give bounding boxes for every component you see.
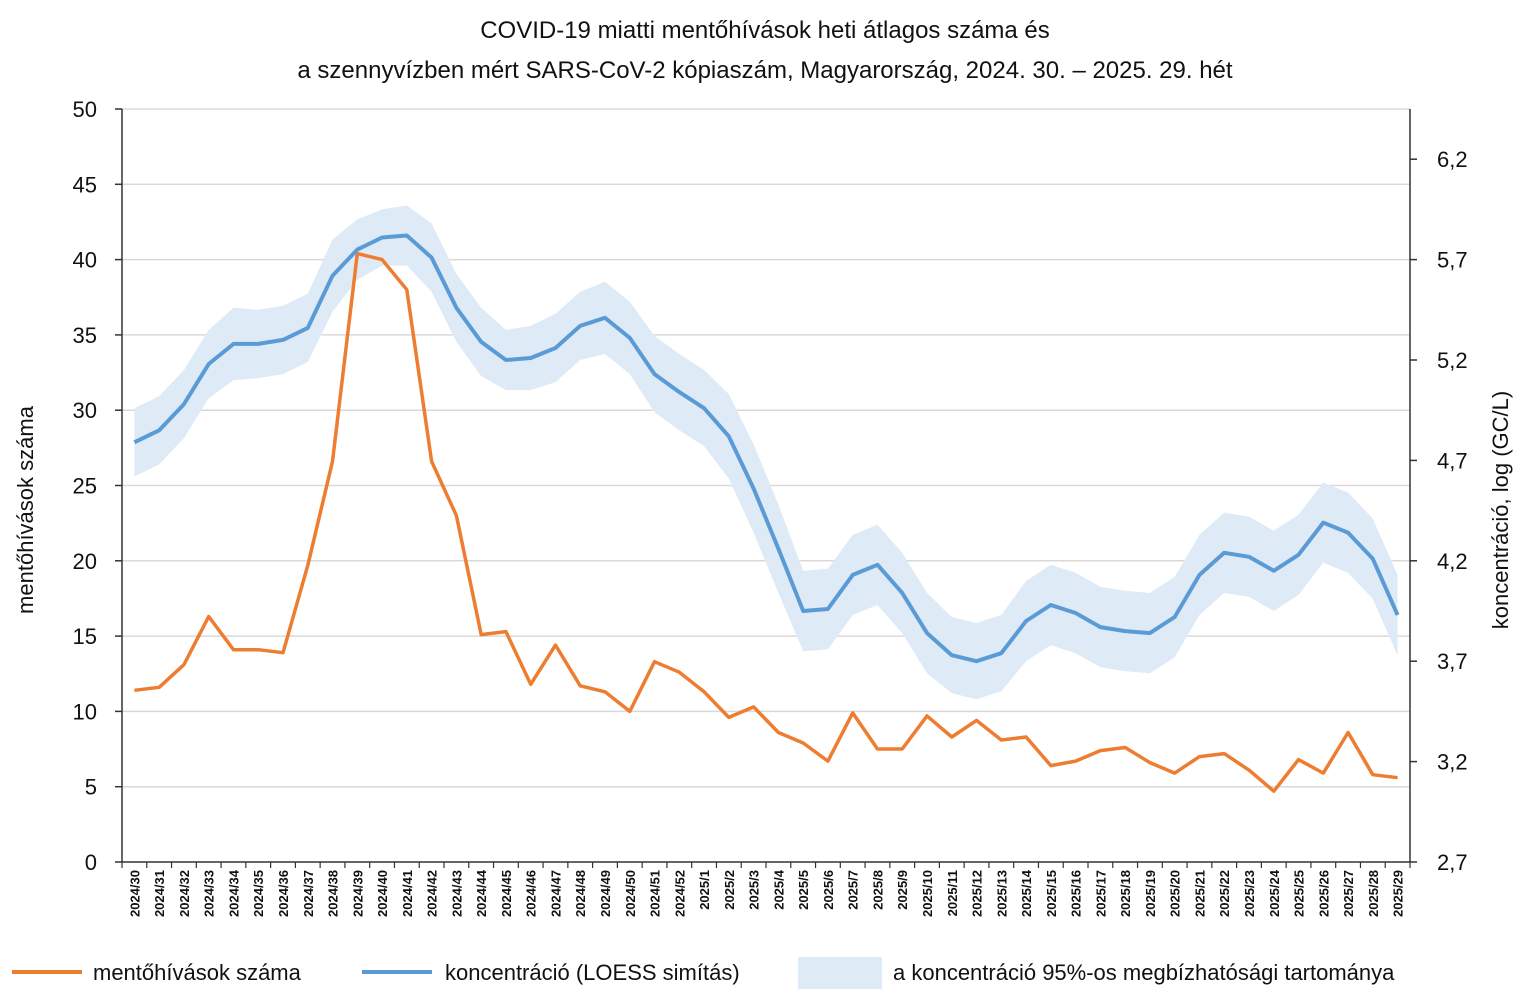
x-tick-label-39: 2025/17 bbox=[1093, 870, 1108, 917]
x-tick-label-20: 2024/50 bbox=[623, 870, 638, 917]
x-tick-label-4: 2024/34 bbox=[227, 869, 242, 917]
x-tick-label-18: 2024/48 bbox=[573, 870, 588, 917]
x-tick-label-21: 2024/51 bbox=[648, 870, 663, 917]
legend-swatch-band bbox=[798, 957, 882, 989]
left-tick-label-1: 5 bbox=[85, 775, 97, 800]
gridlines bbox=[122, 108, 1410, 788]
x-tick-label-7: 2024/37 bbox=[301, 870, 316, 917]
x-tick-label-44: 2025/22 bbox=[1217, 870, 1232, 917]
x-tick-label-25: 2025/3 bbox=[747, 870, 762, 910]
x-tick-label-3: 2024/33 bbox=[202, 870, 217, 917]
confidence-band-group bbox=[134, 205, 1398, 700]
right-tick-label-6: 5,7 bbox=[1437, 248, 1468, 273]
x-axis-ticks: 2024/30 2024/31 2024/32 2024/33 2024/34 2024/… bbox=[121, 862, 1411, 917]
left-tick-label-9: 45 bbox=[73, 172, 97, 197]
right-axis-ticks: 2,7 3,2 3,7 4,2 4,7 5,2 5,7 6,2 bbox=[1410, 147, 1468, 875]
x-tick-label-6: 2024/36 bbox=[276, 870, 291, 917]
x-tick-label-30: 2025/8 bbox=[871, 870, 886, 910]
x-tick-label-29: 2025/7 bbox=[846, 870, 861, 910]
x-tick-label-11: 2024/41 bbox=[400, 870, 415, 917]
right-tick-label-0: 2,7 bbox=[1437, 850, 1468, 875]
x-tick-label-9: 2024/39 bbox=[350, 870, 365, 917]
x-tick-label-43: 2025/21 bbox=[1193, 870, 1208, 917]
x-tick-label-23: 2025/1 bbox=[697, 870, 712, 910]
x-tick-label-27: 2025/5 bbox=[796, 870, 811, 910]
x-tick-label-47: 2025/25 bbox=[1292, 870, 1307, 917]
x-tick-label-48: 2025/26 bbox=[1316, 870, 1331, 917]
x-tick-label-32: 2025/10 bbox=[920, 870, 935, 917]
x-tick-label-19: 2024/49 bbox=[598, 870, 613, 917]
x-tick-label-38: 2025/16 bbox=[1069, 870, 1084, 917]
right-tick-label-3: 4,2 bbox=[1437, 549, 1468, 574]
x-tick-label-14: 2024/44 bbox=[474, 869, 489, 917]
x-tick-label-5: 2024/35 bbox=[251, 870, 266, 917]
confidence-band bbox=[134, 205, 1398, 700]
legend: mentőhívások száma koncentráció (LOESS s… bbox=[12, 957, 1395, 989]
x-tick-label-40: 2025/18 bbox=[1118, 870, 1133, 917]
x-tick-label-41: 2025/19 bbox=[1143, 870, 1158, 917]
legend-label-band: a koncentráció 95%-os megbízhatósági tar… bbox=[893, 960, 1395, 985]
series-lines bbox=[133, 233, 1400, 793]
x-tick-label-28: 2025/6 bbox=[821, 870, 836, 910]
right-axis-title: koncentráció, log (GC/L) bbox=[1488, 391, 1513, 629]
x-tick-label-1: 2024/31 bbox=[152, 870, 167, 917]
right-tick-label-4: 4,7 bbox=[1437, 448, 1468, 473]
left-tick-label-8: 40 bbox=[73, 248, 97, 273]
x-tick-label-34: 2025/12 bbox=[970, 870, 985, 917]
x-tick-label-49: 2025/27 bbox=[1341, 870, 1356, 917]
left-tick-label-10: 50 bbox=[73, 97, 97, 122]
right-tick-label-7: 6,2 bbox=[1437, 147, 1468, 172]
series-line-concentration bbox=[133, 233, 1400, 664]
left-tick-label-2: 10 bbox=[73, 699, 97, 724]
x-tick-label-12: 2024/42 bbox=[425, 870, 440, 917]
left-tick-label-4: 20 bbox=[73, 549, 97, 574]
right-tick-label-1: 3,2 bbox=[1437, 750, 1468, 775]
x-tick-label-2: 2024/32 bbox=[177, 870, 192, 917]
right-tick-label-2: 3,7 bbox=[1437, 649, 1468, 674]
x-tick-label-33: 2025/11 bbox=[945, 870, 960, 916]
left-axis-ticks: 0 5 10 15 20 25 30 35 40 45 50 bbox=[73, 97, 122, 875]
x-tick-label-26: 2025/4 bbox=[771, 869, 786, 910]
x-tick-label-15: 2024/45 bbox=[499, 870, 514, 917]
legend-label-concentration: koncentráció (LOESS simítás) bbox=[445, 960, 740, 985]
left-tick-label-7: 35 bbox=[73, 323, 97, 348]
x-tick-label-45: 2025/23 bbox=[1242, 870, 1257, 917]
left-axis-title: mentőhívások száma bbox=[13, 405, 38, 614]
x-tick-label-24: 2025/2 bbox=[722, 870, 737, 910]
right-tick-label-5: 5,2 bbox=[1437, 348, 1468, 373]
x-tick-label-31: 2025/9 bbox=[895, 870, 910, 910]
x-tick-label-46: 2025/24 bbox=[1267, 869, 1282, 917]
x-tick-label-22: 2024/52 bbox=[672, 870, 687, 917]
x-tick-label-36: 2025/14 bbox=[1019, 869, 1034, 917]
x-tick-label-13: 2024/43 bbox=[449, 870, 464, 917]
left-tick-label-3: 15 bbox=[73, 624, 97, 649]
x-tick-label-37: 2025/15 bbox=[1044, 870, 1059, 917]
x-tick-label-17: 2024/47 bbox=[549, 870, 564, 917]
series-line-calls bbox=[134, 251, 1398, 793]
left-tick-label-0: 0 bbox=[85, 850, 97, 875]
x-tick-label-16: 2024/46 bbox=[524, 870, 539, 917]
legend-label-calls: mentőhívások száma bbox=[93, 960, 302, 985]
left-tick-label-6: 30 bbox=[73, 398, 97, 423]
chart-title-line1: COVID-19 miatti mentőhívások heti átlago… bbox=[480, 17, 1050, 44]
x-tick-label-10: 2024/40 bbox=[375, 870, 390, 917]
x-tick-label-51: 2025/29 bbox=[1391, 870, 1406, 917]
x-tick-label-8: 2024/38 bbox=[326, 870, 341, 917]
chart-title-line2: a szennyvízben mért SARS-CoV-2 kópiaszám… bbox=[297, 57, 1233, 84]
x-tick-label-35: 2025/13 bbox=[994, 870, 1009, 917]
x-tick-label-50: 2025/28 bbox=[1366, 870, 1381, 917]
x-tick-label-42: 2025/20 bbox=[1168, 870, 1183, 917]
left-tick-label-5: 25 bbox=[73, 474, 97, 499]
x-tick-label-0: 2024/30 bbox=[127, 870, 142, 917]
